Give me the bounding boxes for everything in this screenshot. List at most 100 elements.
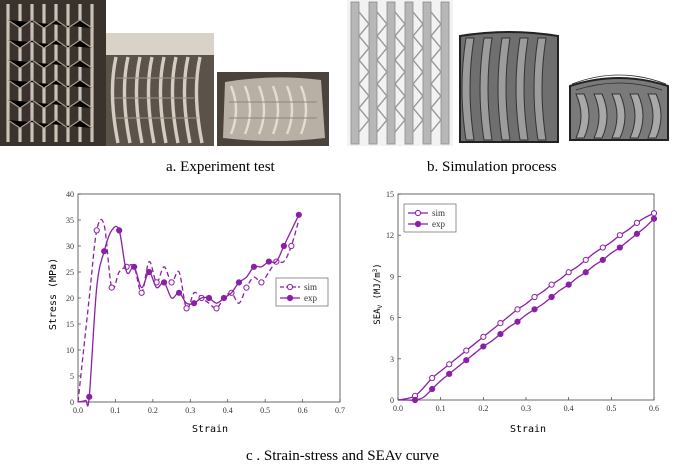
caption-b: b. Simulation process xyxy=(427,159,557,175)
data-point-sim xyxy=(288,242,295,250)
experiment-photo-1 xyxy=(0,0,106,146)
y-axis-label-sup: 3 xyxy=(372,268,379,272)
series-line-sim xyxy=(397,212,655,401)
data-point-exp xyxy=(160,279,168,286)
x-tick-label: 0.3 xyxy=(521,404,531,413)
y-tick-label: 40 xyxy=(66,190,74,199)
data-point-sim xyxy=(565,269,572,276)
lattice-sample-fully-compressed xyxy=(217,72,329,146)
experiment-photo-2 xyxy=(106,33,214,146)
data-point-exp xyxy=(582,269,589,276)
x-tick-label: 0.4 xyxy=(223,406,233,415)
data-point-sim xyxy=(138,289,145,296)
legend-marker-exp xyxy=(286,294,294,302)
data-point-exp xyxy=(116,227,123,234)
y-axis-label: SEAV (MJ/m3) xyxy=(372,263,384,324)
legend-label-sim: sim xyxy=(304,282,317,292)
caption-c: c . Strain-stress and SEAv curve xyxy=(246,448,440,464)
series-line-exp xyxy=(398,218,655,401)
legend-box xyxy=(403,203,457,233)
y-axis-label-main: SEA xyxy=(373,308,383,325)
simulation-frame-2 xyxy=(456,30,562,146)
legend-label-exp: exp xyxy=(432,219,445,229)
data-point-sim xyxy=(429,374,436,382)
legend-marker-sim xyxy=(286,283,294,291)
legend-marker-exp xyxy=(414,220,422,228)
seav-strain-chart: SEAV (MJ/m3) Strain 0.0 0.1 0.2 0.3 0.4 0.5 0.… xyxy=(372,190,659,435)
legend-label-exp: exp xyxy=(304,293,317,303)
y-tick-label: 3 xyxy=(390,355,394,364)
data-point-exp xyxy=(101,248,108,255)
data-point-exp xyxy=(205,294,213,302)
data-point-sim xyxy=(213,305,220,312)
y-tick-label: 0 xyxy=(70,398,74,407)
y-axis-label-sub: V xyxy=(377,304,384,308)
data-point-sim xyxy=(582,256,589,264)
data-point-exp xyxy=(190,300,198,307)
data-point-sim xyxy=(480,333,487,340)
y-axis-label-close: ) xyxy=(373,263,383,268)
x-tick-label: 0.7 xyxy=(335,406,345,415)
y-tick-label: 30 xyxy=(66,242,74,251)
lattice-sample-half-compressed xyxy=(106,33,214,146)
data-point-exp xyxy=(616,244,623,251)
stress-strain-chart: Stress (MPa) Strain 0.0 0.1 0.2 0.3 0.4 0.5 0.… xyxy=(48,190,345,435)
data-point-exp xyxy=(480,343,487,350)
series-line-exp xyxy=(77,214,300,407)
data-point-exp xyxy=(463,357,470,364)
data-point-exp xyxy=(633,230,641,237)
x-tick-label: 0.2 xyxy=(148,406,158,415)
data-point-exp xyxy=(235,279,243,286)
y-tick-label: 10 xyxy=(66,346,74,355)
legend-label-sim: sim xyxy=(432,208,445,218)
data-point-sim xyxy=(616,232,623,239)
y-tick-label: 6 xyxy=(390,314,394,323)
data-point-sim xyxy=(258,279,265,286)
x-tick-label: 0.2 xyxy=(478,404,488,413)
data-point-sim xyxy=(108,284,115,291)
data-point-sim xyxy=(531,293,538,301)
data-point-sim xyxy=(633,219,641,226)
data-point-exp xyxy=(220,294,228,302)
data-point-exp xyxy=(497,330,504,338)
x-tick-label: 0.4 xyxy=(564,404,574,413)
x-tick-label: 0.0 xyxy=(73,406,83,415)
data-point-exp xyxy=(265,258,272,265)
y-axis-label: Stress (MPa) xyxy=(48,258,59,330)
data-point-exp xyxy=(280,242,287,250)
x-tick-label: 0.6 xyxy=(649,404,659,413)
data-point-exp xyxy=(175,289,183,296)
y-tick-label: 15 xyxy=(66,320,74,329)
legend-box xyxy=(275,277,329,307)
x-tick-label: 0.5 xyxy=(606,404,616,413)
data-point-exp xyxy=(429,385,436,393)
data-point-sim xyxy=(497,319,504,327)
simulation-frame-1 xyxy=(347,0,453,146)
data-point-sim xyxy=(183,305,190,312)
experiment-photo-3 xyxy=(217,72,329,146)
x-tick-label: 0.1 xyxy=(110,406,120,415)
lattice-sample-uncompressed xyxy=(0,0,106,146)
data-point-exp xyxy=(531,306,538,313)
x-axis-label: Strain xyxy=(192,424,228,435)
data-point-exp xyxy=(565,281,572,288)
y-tick-label: 0 xyxy=(390,396,394,405)
caption-a: a. Experiment test xyxy=(166,159,275,175)
y-axis-label-units: (MJ/m xyxy=(373,272,383,305)
y-tick-label: 35 xyxy=(66,216,74,225)
data-point-sim xyxy=(599,244,606,251)
legend-marker-sim xyxy=(414,209,422,217)
data-point-exp xyxy=(548,293,555,301)
data-point-sim xyxy=(463,347,470,354)
data-point-sim xyxy=(548,281,555,288)
simulation-frame-3 xyxy=(564,74,674,146)
data-point-sim xyxy=(243,284,250,291)
data-point-sim xyxy=(514,306,521,313)
y-tick-label: 12 xyxy=(386,231,394,240)
x-tick-label: 0.6 xyxy=(298,406,308,415)
data-point-sim xyxy=(93,227,100,234)
data-point-sim xyxy=(650,210,658,217)
data-point-exp xyxy=(446,370,453,378)
data-point-exp xyxy=(411,396,419,404)
data-point-sim xyxy=(168,279,175,286)
